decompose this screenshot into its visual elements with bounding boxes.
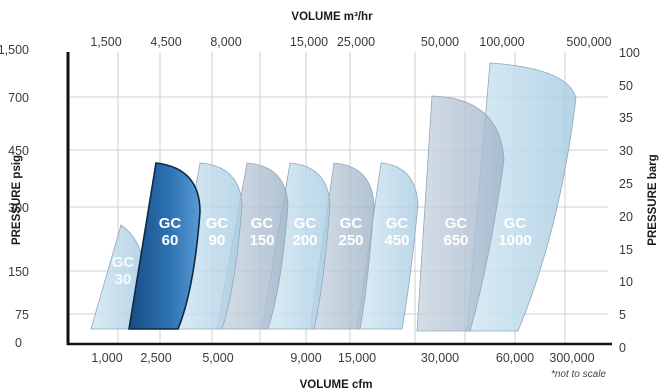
right-tick: 5 <box>619 308 626 322</box>
right-axis-title: PRESSURE barg <box>647 154 659 245</box>
bottom-axis-title: VOLUME cfm <box>300 379 373 391</box>
bottom-tick: 300,000 <box>549 351 594 365</box>
label-gc-250-line2: 250 <box>338 232 363 249</box>
bottom-tick: 30,000 <box>421 351 459 365</box>
right-tick: 15 <box>619 243 633 257</box>
left-tick: 0 <box>15 336 22 350</box>
top-axis: VOLUME m³/hr 1,500 4,500 8,000 15,000 25… <box>90 11 611 49</box>
bottom-tick: 15,000 <box>338 351 376 365</box>
label-gc-650-line1: GC <box>445 215 468 232</box>
label-gc-30-line2: 30 <box>115 271 132 288</box>
label-gc-450-line1: GC <box>386 215 409 232</box>
bottom-tick: 2,500 <box>140 351 171 365</box>
label-gc-150-line1: GC <box>251 215 274 232</box>
bottom-tick: 1,000 <box>91 351 122 365</box>
envelope-gc-250 <box>309 162 375 330</box>
label-gc-200-line2: 200 <box>292 232 317 249</box>
label-gc-250-line1: GC <box>340 215 363 232</box>
envelopes <box>90 62 577 332</box>
top-axis-title: VOLUME m³/hr <box>291 11 373 23</box>
label-gc-60-line2: 60 <box>162 232 179 249</box>
right-tick: 50 <box>619 79 633 93</box>
left-tick: 450 <box>8 144 29 158</box>
top-tick: 500,000 <box>566 35 611 49</box>
top-tick: 25,000 <box>337 35 375 49</box>
top-tick: 1,500 <box>90 35 121 49</box>
bottom-tick: 60,000 <box>496 351 534 365</box>
right-tick: 20 <box>619 210 633 224</box>
top-tick: 8,000 <box>210 35 241 49</box>
label-gc-30-line1: GC <box>112 254 135 271</box>
left-tick: 150 <box>8 265 29 279</box>
right-tick: 25 <box>619 177 633 191</box>
left-tick: 75 <box>15 308 29 322</box>
label-gc-1000-line1: GC <box>504 215 527 232</box>
envelope-gc-150 <box>216 162 289 330</box>
bottom-tick: 5,000 <box>202 351 233 365</box>
not-to-scale-note: *not to scale <box>551 369 606 380</box>
label-gc-650-line2: 650 <box>443 232 468 249</box>
right-tick: 100 <box>619 46 640 60</box>
model-labels: GC 30 GC 60 GC 90 GC 150 GC 200 GC 250 G… <box>112 215 532 288</box>
bottom-tick: 9,000 <box>290 351 321 365</box>
label-gc-150-line2: 150 <box>249 232 274 249</box>
envelope-gc-450 <box>356 162 419 330</box>
label-gc-200-line1: GC <box>294 215 317 232</box>
envelope-gc-200 <box>261 162 331 330</box>
left-tick: 300 <box>8 201 29 215</box>
label-gc-90-line1: GC <box>206 215 229 232</box>
right-tick: 30 <box>619 144 633 158</box>
label-gc-450-line2: 450 <box>384 232 409 249</box>
envelope-gc-60 <box>128 162 201 330</box>
axes <box>66 52 612 346</box>
envelope-gc-650 <box>416 95 505 332</box>
left-axis: 1,500 700 450 300 150 75 0 PRESSURE psig <box>0 43 29 350</box>
right-tick: 0 <box>619 341 626 355</box>
left-tick: 1,500 <box>0 43 29 57</box>
top-tick: 15,000 <box>290 35 328 49</box>
right-tick: 10 <box>619 275 633 289</box>
right-tick: 35 <box>619 111 633 125</box>
right-axis: 100 50 35 30 25 20 15 10 5 0 PRESSURE ba… <box>619 46 659 355</box>
label-gc-1000-line2: 1000 <box>498 232 531 249</box>
bottom-axis: 1,000 2,500 5,000 9,000 15,000 30,000 60… <box>91 351 606 391</box>
top-tick: 50,000 <box>421 35 459 49</box>
left-tick: 700 <box>8 91 29 105</box>
top-tick: 100,000 <box>479 35 524 49</box>
left-axis-title: PRESSURE psig <box>11 155 23 245</box>
label-gc-60-line1: GC <box>159 215 182 232</box>
label-gc-90-line2: 90 <box>209 232 226 249</box>
top-tick: 4,500 <box>150 35 181 49</box>
